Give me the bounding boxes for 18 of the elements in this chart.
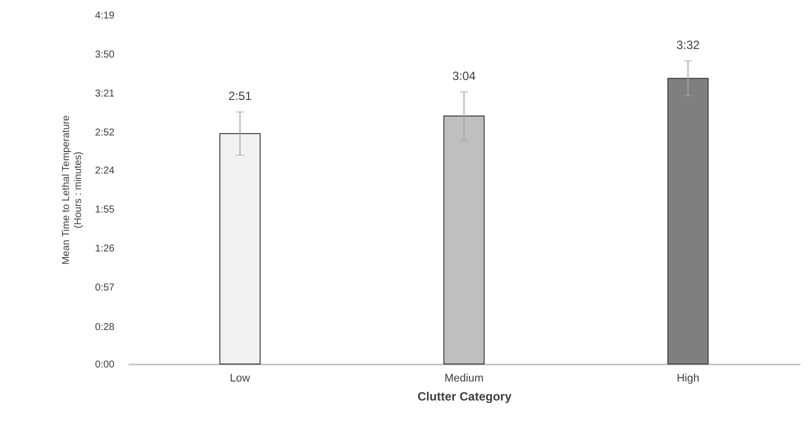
y-tick-label: 0:00: [95, 360, 115, 370]
data-label: 3:04: [452, 68, 476, 83]
y-tick-label: 0:57: [95, 282, 115, 294]
y-tick-label: 1:26: [95, 244, 115, 255]
data-label: 3:32: [676, 38, 700, 52]
x-tick-label: Low: [230, 372, 250, 384]
y-tick-label: 3:21: [95, 88, 115, 100]
y-tick-label: 2:24: [95, 165, 115, 176]
y-tick-label: 3:50: [95, 50, 115, 61]
y-tick-label: 2:52: [95, 128, 115, 139]
y-tick-label: 0:28: [95, 322, 115, 333]
y-tick-label: 4:19: [95, 10, 115, 22]
y-tick-label: 1:55: [95, 204, 115, 216]
y-axis-title: Mean Time to Lethal Temperature (Hours : minutes): [61, 114, 84, 265]
data-label: 2:51: [228, 89, 252, 104]
x-tick-label: Medium: [444, 372, 484, 384]
x-axis-title: Clutter Category: [417, 390, 512, 404]
x-tick-label: High: [676, 372, 700, 384]
